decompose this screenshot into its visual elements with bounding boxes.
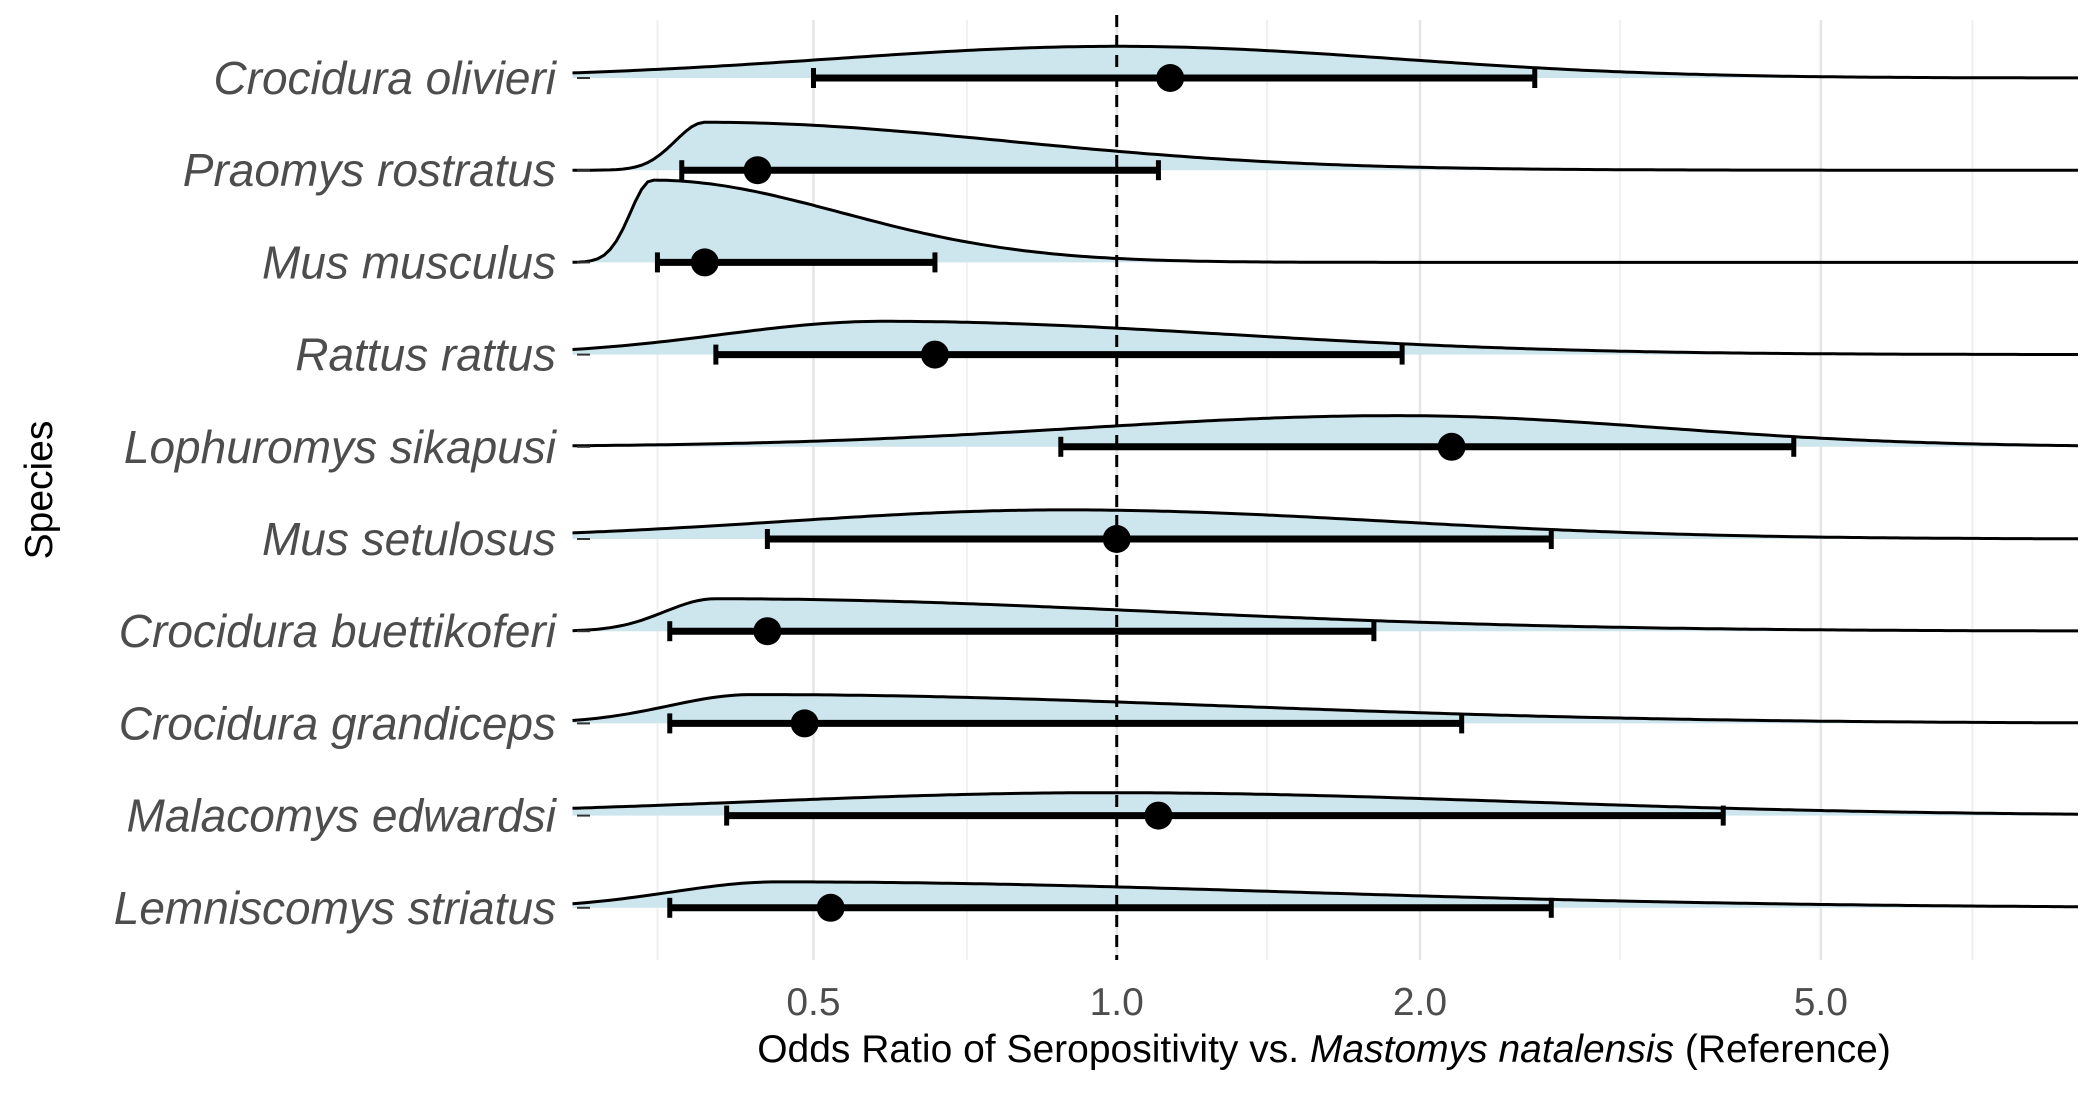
- point-estimate: [1144, 801, 1173, 830]
- species-label: Praomys rostratus: [183, 144, 556, 196]
- density-fill: [572, 694, 2078, 724]
- density-outline: [572, 693, 2078, 725]
- density-fill: [572, 415, 2078, 447]
- point-estimate: [753, 617, 782, 646]
- species-label: Mus setulosus: [262, 513, 556, 565]
- x-axis-title-suffix: (Reference): [1674, 1028, 1891, 1071]
- point-estimate: [1156, 64, 1185, 92]
- density-outline: [572, 597, 2078, 633]
- density-fill: [572, 509, 2078, 539]
- species-label: Crocidura buettikoferi: [119, 605, 558, 657]
- species-label: Crocidura olivieri: [213, 52, 557, 104]
- x-axis-title: Odds Ratio of Seropositivity vs. Mastomy…: [757, 1028, 1891, 1071]
- density-outline: [572, 120, 2078, 172]
- y-axis-title: Species: [18, 421, 61, 560]
- x-tick-label: 2.0: [1393, 981, 1447, 1024]
- density-fill: [572, 881, 2078, 908]
- density-outline: [572, 414, 2079, 448]
- density-fill: [572, 180, 2078, 263]
- point-estimate: [690, 248, 719, 277]
- density-outline: [572, 178, 2078, 264]
- species-label: Malacomys edwardsi: [127, 790, 558, 842]
- density-fill: [572, 46, 2078, 78]
- point-estimate: [1437, 432, 1466, 461]
- point-estimate: [743, 156, 772, 185]
- density-outline: [572, 508, 2078, 541]
- species-label: Rattus rattus: [295, 329, 556, 381]
- x-axis-title-italic: Mastomys natalensis: [1310, 1028, 1674, 1071]
- point-estimate: [790, 709, 819, 738]
- species-label: Crocidura grandiceps: [119, 697, 556, 749]
- x-tick-label: 5.0: [1794, 981, 1848, 1024]
- density-fill: [572, 598, 2078, 632]
- density-fill: [572, 122, 2078, 171]
- species-label: Mus musculus: [262, 236, 556, 288]
- species-label: Lophuromys sikapusi: [124, 421, 558, 473]
- density-ridges: [572, 44, 2079, 909]
- species-labels: Crocidura olivieri Praomys rostratus Mus m…: [114, 52, 590, 934]
- density-fill: [572, 321, 2078, 355]
- point-estimate: [920, 340, 949, 369]
- density-outline: [572, 791, 2079, 816]
- interval-layer: [654, 64, 1797, 922]
- species-label: Lemniscomys striatus: [114, 882, 556, 934]
- density-outline: [572, 44, 2078, 80]
- point-estimate: [816, 893, 845, 922]
- x-axis-title-prefix: Odds Ratio of Seropositivity vs.: [757, 1028, 1310, 1071]
- x-tick-label: 1.0: [1090, 981, 1144, 1024]
- x-tick-label: 0.5: [786, 981, 840, 1024]
- density-outline: [572, 319, 2078, 356]
- x-axis-ticks: 0.5 1.0 2.0 5.0: [786, 981, 1848, 1024]
- density-fill: [572, 792, 2078, 816]
- point-estimate: [1102, 525, 1131, 553]
- density-outline: [572, 880, 2078, 909]
